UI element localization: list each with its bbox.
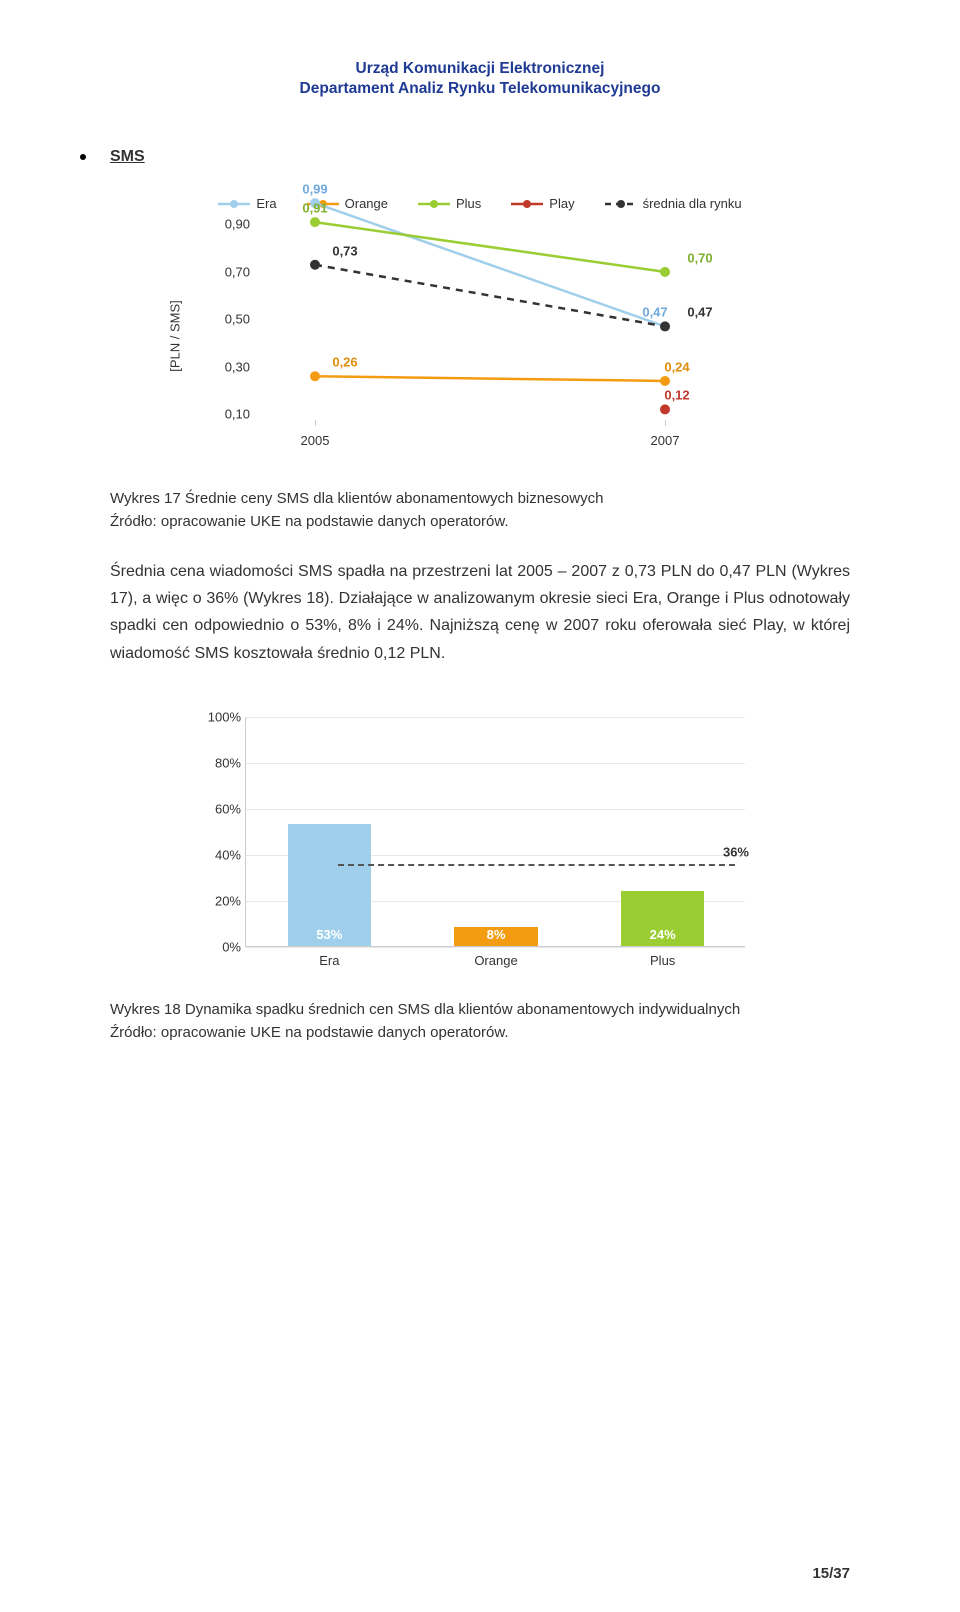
line-chart-value-label: 0,99 — [302, 182, 327, 197]
line-chart-value-label: 0,91 — [302, 201, 327, 216]
line-chart-value-label: 0,26 — [332, 355, 357, 370]
bar-chart-ytick: 80% — [196, 755, 241, 770]
page-header: Urząd Komunikacji Elektronicznej Departa… — [110, 60, 850, 98]
line-chart-ytick: 0,50 — [210, 312, 250, 327]
bar-value-label: 53% — [316, 927, 342, 942]
line-chart-value-label: 0,12 — [664, 388, 689, 403]
bar-value-label: 8% — [487, 927, 506, 942]
bar-chart: 0% 20% 40% 60% 80% 100% 53% Era 8% Orange 24% Plus 3… — [190, 707, 770, 987]
bar-chart-plot: 0%20%40%60%80%100%53%Era8%Orange24%Plus3… — [245, 717, 745, 947]
line-chart-ytick: 0,10 — [210, 407, 250, 422]
bar-chart-ytick: 20% — [196, 893, 241, 908]
bar-chart-xtick: Era — [319, 953, 339, 968]
header-line-1: Urząd Komunikacji Elektronicznej — [110, 60, 850, 78]
bullet-dot-icon — [80, 154, 86, 160]
figure-18-caption: Wykres 18 Dynamika spadku średnich cen S… — [110, 999, 850, 1020]
section-title: SMS — [110, 148, 145, 166]
line-chart-ylabel: [PLN / SMS] — [168, 300, 183, 372]
bar-chart-ytick: 100% — [196, 709, 241, 724]
body-paragraph: Średnia cena wiadomości SMS spadła na pr… — [110, 558, 850, 667]
header-line-2: Departament Analiz Rynku Telekomunikacyj… — [110, 80, 850, 98]
section-bullet: SMS — [80, 148, 850, 166]
figure-18-source: Źródło: opracowanie UKE na podstawie dan… — [110, 1024, 850, 1041]
bar-chart-xtick: Orange — [474, 953, 517, 968]
bar-chart-xtick: Plus — [650, 953, 675, 968]
line-chart-value-label: 0,47 — [687, 305, 712, 320]
line-chart-value-label: 0,47 — [642, 305, 667, 320]
page-number: 15/37 — [812, 1565, 850, 1582]
line-chart-plot: 0,100,300,500,700,90200520070,990,910,73… — [255, 196, 725, 426]
figure-17-source: Źródło: opracowanie UKE na podstawie dan… — [110, 513, 850, 530]
line-chart-ytick: 0,30 — [210, 359, 250, 374]
avg-line — [338, 864, 735, 866]
bar-chart-ytick: 0% — [196, 939, 241, 954]
bar-chart-ytick: 60% — [196, 801, 241, 816]
line-chart-xtick: 2005 — [301, 433, 330, 448]
bar-value-label: 24% — [650, 927, 676, 942]
line-chart-xtick: 2007 — [651, 433, 680, 448]
line-chart: [PLN / SMS] 0,100,300,500,700,9020052007… — [200, 196, 760, 476]
line-chart-ytick: 0,70 — [210, 264, 250, 279]
avg-label: 36% — [723, 844, 749, 859]
line-chart-ytick: 0,90 — [210, 217, 250, 232]
figure-17-caption: Wykres 17 Średnie ceny SMS dla klientów … — [110, 488, 850, 509]
line-chart-value-label: 0,70 — [687, 250, 712, 265]
line-chart-value-label: 0,24 — [664, 359, 689, 374]
line-chart-value-label: 0,73 — [332, 243, 357, 258]
bar-chart-ytick: 40% — [196, 847, 241, 862]
